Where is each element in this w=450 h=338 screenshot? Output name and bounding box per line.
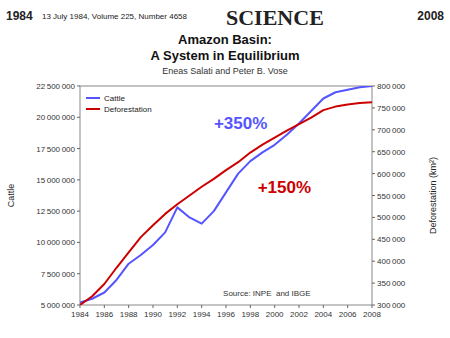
y2-tick <box>372 195 375 196</box>
annotation: +150% <box>258 178 311 197</box>
header-text: SCIENCE <box>226 5 324 30</box>
x-tick-label: 1986 <box>95 310 113 319</box>
x-tick-label: 2006 <box>339 310 357 319</box>
x-tick-label: 1990 <box>144 310 162 319</box>
y2-tick <box>372 173 375 174</box>
x-tick <box>128 305 129 308</box>
x-tick-label: 1994 <box>193 310 211 319</box>
x-tick-label: 1984 <box>71 310 89 319</box>
series-line <box>80 86 372 303</box>
header-text: 2008 <box>417 9 444 23</box>
title: A System in Equilibrium <box>150 48 299 63</box>
y2-tick <box>372 107 375 108</box>
y2-tick <box>372 129 375 130</box>
plot-frame <box>80 86 372 305</box>
y-axis-label: Cattle <box>6 184 16 208</box>
x-tick <box>177 305 178 308</box>
y-tick-label: 5 000 000 <box>41 301 76 310</box>
y2-tick <box>372 239 375 240</box>
legend-entry: Deforestation <box>104 105 152 114</box>
x-tick-label: 1992 <box>168 310 186 319</box>
title: Amazon Basin: <box>178 32 272 47</box>
chart: 1984 13 July 1984, Volume 225, Number 465… <box>0 0 450 338</box>
y-tick-label: 10 000 000 <box>36 238 75 247</box>
y-tick-label: 7 500 000 <box>41 270 76 279</box>
legend: Cattle Deforestation <box>86 94 152 114</box>
x-tick <box>226 305 227 308</box>
y-tick <box>77 211 80 212</box>
y2-tick-label: 800 000 <box>377 82 406 91</box>
y2-tick <box>372 283 375 284</box>
y-tick <box>77 273 80 274</box>
y2-tick <box>372 151 375 152</box>
y-tick-label: 17 500 000 <box>36 145 75 154</box>
y-tick <box>77 148 80 149</box>
y-tick-label: 20 000 000 <box>36 113 75 122</box>
y2-tick-label: 450 000 <box>377 235 406 244</box>
x-tick <box>250 305 251 308</box>
series-group <box>80 86 372 305</box>
subtitle: Eneas Salati and Peter B. Vose <box>162 66 288 76</box>
y-tick-label: 12 500 000 <box>36 207 75 216</box>
y-tick <box>77 242 80 243</box>
header-text: 13 July 1984, Volume 225, Number 4658 <box>42 12 188 21</box>
x-tick-label: 2002 <box>290 310 308 319</box>
source-note: Source: INPE and IBGE <box>223 289 311 298</box>
x-tick-label: 1988 <box>120 310 138 319</box>
header-text: 1984 <box>6 9 33 23</box>
y2-tick-label: 550 000 <box>377 192 406 201</box>
x-tick-label: 2004 <box>314 310 332 319</box>
x-tick-label: 2000 <box>266 310 284 319</box>
legend-swatch <box>86 97 100 99</box>
x-tick <box>299 305 300 308</box>
x-tick <box>201 305 202 308</box>
y2-tick-label: 300 000 <box>377 301 406 310</box>
y2-tick-label: 400 000 <box>377 257 406 266</box>
y2-tick-label: 350 000 <box>377 279 406 288</box>
y-tick-label: 22 500 000 <box>36 82 75 91</box>
y-tick <box>77 305 80 306</box>
x-tick-label: 2008 <box>363 310 381 319</box>
y2-tick <box>372 261 375 262</box>
x-tick <box>323 305 324 308</box>
y-tick-label: 15 000 000 <box>36 176 75 185</box>
y2-tick <box>372 86 375 87</box>
y2-tick-label: 500 000 <box>377 213 406 222</box>
y2-tick <box>372 217 375 218</box>
y2-tick-label: 750 000 <box>377 104 406 113</box>
legend-entry: Cattle <box>104 94 125 103</box>
y-tick <box>77 86 80 87</box>
y2-tick-label: 700 000 <box>377 126 406 135</box>
x-tick-label: 1996 <box>217 310 235 319</box>
annotation: +350% <box>214 114 267 133</box>
legend-swatch <box>86 108 100 110</box>
series-line <box>80 102 372 305</box>
y-tick <box>77 179 80 180</box>
x-tick <box>274 305 275 308</box>
y2-tick-label: 600 000 <box>377 170 406 179</box>
y2-axis-label: Deforestation (km²) <box>428 157 438 234</box>
y-tick <box>77 117 80 118</box>
y2-tick <box>372 305 375 306</box>
y2-tick-label: 650 000 <box>377 148 406 157</box>
x-tick-label: 1998 <box>241 310 259 319</box>
x-tick <box>347 305 348 308</box>
x-tick <box>153 305 154 308</box>
x-tick <box>104 305 105 308</box>
